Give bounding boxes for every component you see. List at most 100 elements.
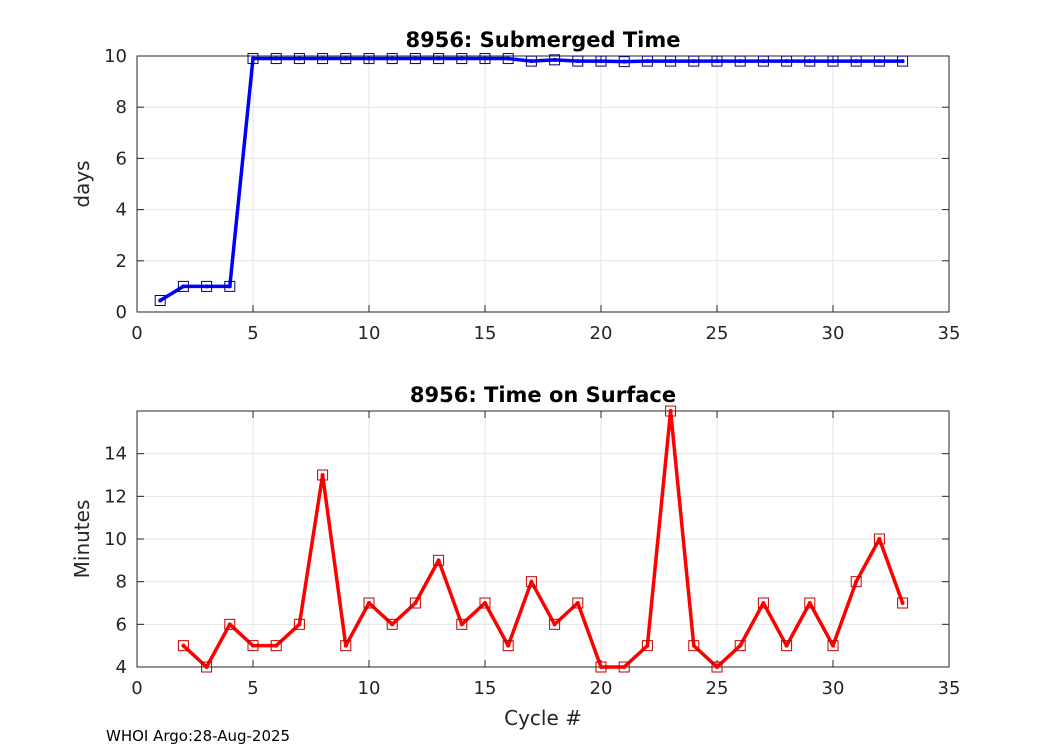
submerged-time-point-dot: [343, 56, 348, 61]
submerged-time-point-marker: [897, 55, 909, 67]
submerged-time-point-marker: [641, 55, 653, 67]
surface-time-y-tick-label: 10: [104, 529, 127, 550]
surface-time-point-dot: [529, 579, 534, 584]
surface-time-point-dot: [668, 409, 673, 413]
submerged-time-point-dot: [575, 59, 580, 64]
surface-time-point-marker: [177, 640, 189, 652]
surface-time-point-marker: [270, 640, 282, 652]
submerged-time-point-marker: [502, 53, 514, 65]
submerged-time-chart: 0 5 10 15 20 25 30 35 0 2 4 6 8 10 8956: Submerged Tim…: [70, 28, 960, 344]
surface-time-point-marker: [711, 661, 723, 673]
submerged-time-point-marker: [827, 55, 839, 67]
submerged-time-point-dot: [204, 284, 209, 289]
submerged-time-point-marker: [595, 55, 607, 67]
submerged-time-point-marker: [177, 280, 189, 292]
submerged-time-point-dot: [367, 56, 371, 61]
submerged-time-point-marker: [293, 53, 305, 65]
surface-time-point-dot: [877, 537, 882, 541]
surface-time-point-dot: [738, 643, 743, 648]
surface-time-point-dot: [367, 601, 371, 605]
submerged-time-point-dot: [784, 59, 789, 64]
submerged-time-x-tick-label: 10: [358, 323, 381, 344]
surface-time-y-tick-label: 12: [104, 486, 127, 507]
submerged-time-point-dot: [320, 56, 325, 61]
submerged-time-point-marker: [456, 53, 468, 65]
surface-time-point-marker: [873, 533, 885, 545]
surface-time-point-dot: [343, 643, 348, 648]
submerged-time-point-dot: [691, 59, 696, 64]
submerged-time-y-tick-label: 2: [116, 251, 127, 272]
surface-time-point-dot: [181, 643, 186, 648]
submerged-time-point-dot: [807, 59, 812, 64]
submerged-time-x-tick-label: 35: [938, 323, 961, 344]
submerged-time-point-dot: [436, 56, 441, 61]
surface-time-point-dot: [854, 579, 859, 584]
submerged-time-point-marker: [270, 53, 282, 65]
surface-time-point-dot: [483, 601, 487, 605]
submerged-time-point-dot: [506, 56, 511, 61]
submerged-time-point-marker: [688, 55, 700, 67]
surface-time-point-marker: [572, 597, 584, 609]
submerged-time-point-dot: [390, 56, 395, 61]
submerged-time-point-marker: [804, 55, 816, 67]
footer-credit: WHOI Argo:28-Aug-2025: [106, 727, 290, 745]
surface-time-point-marker: [595, 661, 607, 673]
surface-time-point-marker: [549, 618, 561, 630]
submerged-time-point-dot: [761, 59, 766, 64]
submerged-time-title: 8956: Submerged Time: [405, 28, 680, 52]
surface-time-point-dot: [390, 622, 395, 627]
submerged-time-point-dot: [227, 284, 232, 289]
surface-time-point-dot: [900, 601, 905, 605]
submerged-time-point-marker: [711, 55, 723, 67]
surface-time-point-dot: [297, 622, 302, 627]
submerged-time-x-tick-label: 15: [474, 323, 497, 344]
surface-time-point-dot: [831, 643, 835, 648]
surface-time-point-marker: [409, 597, 421, 609]
submerged-time-y-tick-label: 6: [116, 148, 127, 169]
surface-time-point-marker: [525, 576, 537, 588]
surface-time-point-marker: [618, 661, 630, 673]
submerged-time-point-marker: [572, 55, 584, 67]
surface-time-x-tick-label: 10: [358, 678, 381, 699]
submerged-time-x-tick-label: 25: [706, 323, 729, 344]
submerged-time-x-tick-label: 0: [131, 323, 142, 344]
surface-time-x-tick-label: 15: [474, 678, 497, 699]
surface-time-point-dot: [807, 601, 812, 605]
surface-time-point-marker: [734, 640, 746, 652]
surface-time-x-tick-label: 25: [706, 678, 729, 699]
submerged-time-x-tick-label: 20: [590, 323, 613, 344]
submerged-time-point-marker: [781, 55, 793, 67]
surface-time-point-marker: [665, 405, 677, 417]
surface-time-ylabel: Minutes: [70, 500, 94, 579]
submerged-time-point-marker: [734, 55, 746, 67]
surface-time-point-dot: [575, 601, 580, 605]
surface-time-point-dot: [691, 643, 696, 648]
submerged-time-point-marker: [201, 280, 213, 292]
surface-time-point-dot: [715, 665, 719, 669]
submerged-time-point-marker: [154, 294, 166, 306]
submerged-time-point-dot: [715, 59, 719, 64]
surface-time-point-marker: [340, 640, 352, 652]
submerged-time-point-marker: [317, 53, 329, 65]
surface-time-point-marker: [224, 618, 236, 630]
submerged-time-point-dot: [459, 56, 464, 61]
surface-time-title: 8956: Time on Surface: [410, 383, 676, 407]
surface-time-point-dot: [274, 643, 279, 648]
submerged-time-point-marker: [525, 55, 537, 67]
submerged-time-point-dot: [552, 57, 557, 62]
submerged-time-point-dot: [738, 59, 743, 64]
surface-time-point-marker: [827, 640, 839, 652]
surface-time-point-marker: [804, 597, 816, 609]
surface-time-point-dot: [413, 601, 418, 605]
submerged-time-point-marker: [850, 55, 862, 67]
surface-time-point-marker: [201, 661, 213, 673]
submerged-time-point-marker: [549, 54, 561, 66]
submerged-time-point-dot: [599, 59, 603, 64]
surface-time-point-marker: [363, 597, 375, 609]
surface-time-point-marker: [781, 640, 793, 652]
surface-time-xlabel: Cycle #: [504, 706, 582, 730]
surface-time-point-dot: [320, 473, 325, 477]
submerged-time-point-marker: [386, 53, 398, 65]
submerged-time-point-dot: [483, 56, 487, 61]
